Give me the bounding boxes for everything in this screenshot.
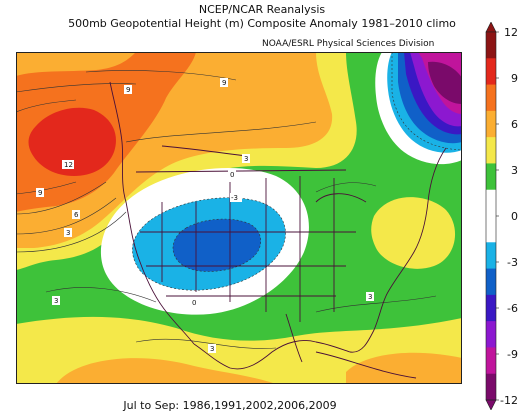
colorbar-swatch bbox=[486, 32, 496, 59]
contour-label: 3 bbox=[54, 297, 58, 305]
colorbar-swatch bbox=[486, 294, 496, 322]
period-caption: Jul to Sep: 1986,1991,2002,2006,2009 bbox=[123, 399, 337, 412]
colorbar-tick-label: 6 bbox=[511, 118, 518, 131]
colorbar-swatch bbox=[486, 58, 496, 85]
colorbar-swatch bbox=[486, 321, 496, 348]
anomaly-fill-yellow-east bbox=[371, 197, 456, 269]
colorbar-swatch bbox=[486, 137, 496, 164]
colorbar-swatch bbox=[486, 268, 496, 296]
contour-label: 3 bbox=[66, 229, 70, 237]
colorbar-ticks: 12 9 6 3 0 -3 -6 -9 -12 bbox=[496, 26, 518, 407]
colorbar-tick-label: -6 bbox=[507, 302, 518, 315]
colorbar-swatch bbox=[486, 189, 496, 217]
colorbar: 12 9 6 3 0 -3 -6 -9 -12 bbox=[485, 22, 518, 410]
colorbar-top-arrow bbox=[485, 22, 497, 33]
anomaly-fill-dark-magenta-northeast bbox=[428, 61, 462, 104]
contour-label: 3 bbox=[210, 345, 214, 353]
negative-contour-lines bbox=[132, 52, 462, 291]
anomaly-fill-light-orange-top bbox=[16, 52, 136, 76]
credit-label: NOAA/ESRL Physical Sciences Division bbox=[262, 39, 435, 49]
contour-label: 3 bbox=[244, 155, 248, 163]
contour-label: 12 bbox=[64, 161, 73, 169]
colorbar-swatch bbox=[486, 373, 496, 401]
contour-label: 9 bbox=[126, 86, 130, 94]
contour-label: 0 bbox=[192, 299, 196, 307]
contour-label: 3 bbox=[368, 293, 372, 301]
contour-lines bbox=[16, 70, 437, 349]
map-title-line-2: 500mb Geopotential Height (m) Composite … bbox=[68, 17, 456, 30]
colorbar-tick-label: 12 bbox=[504, 26, 518, 39]
colorbar-tick-label: 3 bbox=[511, 164, 518, 177]
contour-label: 9 bbox=[222, 79, 226, 87]
anomaly-map: 9 9 12 9 6 3 3 0 -3 0 3 3 3 bbox=[16, 52, 462, 384]
colorbar-bottom-arrow bbox=[485, 399, 497, 410]
colorbar-swatch bbox=[486, 242, 496, 269]
colorbar-swatch bbox=[486, 216, 496, 243]
colorbar-swatches bbox=[485, 22, 497, 410]
colorbar-tick-label: -9 bbox=[507, 348, 518, 361]
colorbar-tick-label: -12 bbox=[500, 394, 518, 407]
colorbar-swatch bbox=[486, 110, 496, 138]
colorbar-tick-label: 0 bbox=[511, 210, 518, 223]
anomaly-fill-red bbox=[28, 107, 116, 176]
map-frame bbox=[16, 52, 462, 384]
colorbar-tick-label: -3 bbox=[507, 256, 518, 269]
contour-label: 9 bbox=[38, 189, 42, 197]
coastlines bbox=[109, 81, 447, 379]
contour-label: -3 bbox=[231, 194, 238, 202]
map-title-line-1: NCEP/NCAR Reanalysis bbox=[198, 3, 326, 16]
colorbar-swatch bbox=[486, 163, 496, 191]
colorbar-tick-label: 9 bbox=[511, 72, 518, 85]
anomaly-fill-light-orange-south bbox=[56, 358, 276, 384]
colorbar-swatch bbox=[486, 347, 496, 375]
contour-label: 6 bbox=[74, 211, 79, 219]
contour-label: 0 bbox=[230, 171, 234, 179]
colorbar-swatch bbox=[486, 84, 496, 112]
anomaly-fill-light-orange-southeast bbox=[346, 352, 462, 384]
contour-labels: 9 9 12 9 6 3 3 0 -3 0 3 3 3 bbox=[36, 78, 374, 353]
